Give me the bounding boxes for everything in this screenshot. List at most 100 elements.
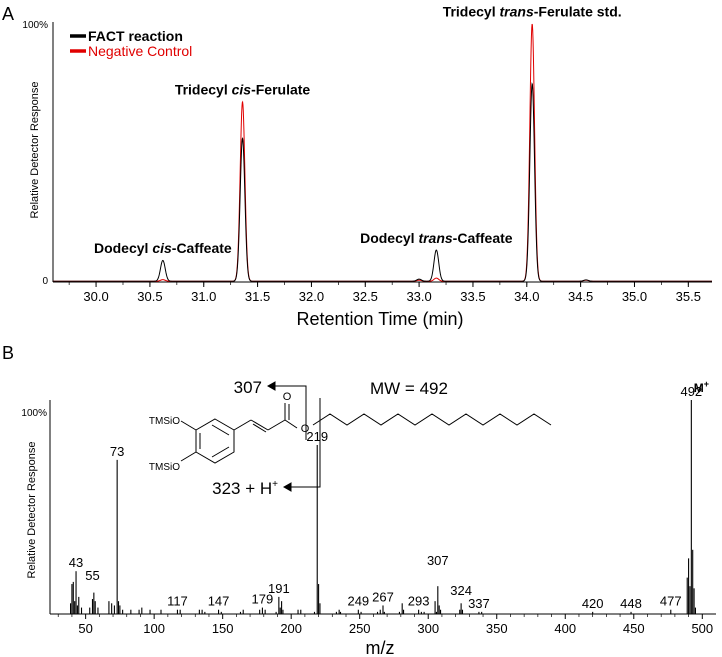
panel-a-x-tick-label: 32.5 [353,289,378,304]
peak-label: 191 [268,581,290,596]
peak-annotation: Tridecyl cis-Ferulate [175,82,311,98]
carbonyl-oxygen-label: O [283,391,292,403]
peak-label: 448 [620,596,642,611]
series-line-fact-reaction [53,82,712,282]
panel-a-x-tick-label: 31.5 [245,289,270,304]
panel-a-x-tick-label: 30.0 [83,289,108,304]
panel-a-x-tick-label: 33.5 [460,289,485,304]
peak-label: 117 [167,594,188,609]
panel-b-x-tick-label: 100 [143,621,165,636]
peak-label: 43 [69,555,83,570]
peak-label: 420 [582,596,604,611]
peak-label: 267 [372,589,394,604]
legend-label-fact-reaction: FACT reaction [88,28,183,44]
panel-a-x-tick-label: 35.5 [676,289,701,304]
panel-b-x-axis-title: m/z [366,638,395,657]
panel-a: A Relative Detector Response 100% 0 30.0… [2,4,712,329]
peak-label: 55 [85,568,99,583]
peak-annotation-isomer: cis [232,82,252,98]
alkyl-chain [312,413,552,426]
panel-a-x-tick-label: 31.0 [191,289,216,304]
panel-a-x-tick-label: 34.0 [514,289,539,304]
panel-b-x-tick-label: 450 [623,621,645,636]
chain-bond-1 [233,419,252,431]
fragment-arrowhead-upper [266,381,276,391]
panel-b-y-axis-title: Relative Detector Response [26,442,38,579]
substituent-bond-2 [180,451,197,462]
ring-inner-bond-1 [211,424,230,436]
peak-label: 337 [468,596,490,611]
peak-label: 293 [408,594,430,609]
legend-label-negative-control: Negative Control [88,43,192,59]
panel-b-x-tick-label: 150 [212,621,234,636]
substituent-label-2: TMSiO [149,462,180,473]
peak-annotation-prefix: Tridecyl [175,82,232,98]
panel-a-y-tick-0: 0 [42,276,48,287]
panel-b-x-tick-label: 350 [486,621,508,636]
legend: FACT reaction Negative Control [70,28,192,59]
peak-label: 219 [306,429,328,444]
panel-b-x-tick-label: 200 [280,621,302,636]
panel-a-y-tick-100: 100% [22,20,48,31]
fragment-label-323: 323 + H+ [212,479,278,498]
molecular-ion-charge: + [704,379,709,389]
fragment-label-323-charge: + [272,479,278,490]
peak-annotation-suffix: -Ferulate [251,82,310,98]
peak-annotation-suffix: -Ferulate std. [534,4,622,20]
peak-label: 179 [252,592,274,607]
substituent-label-1: TMSiO [149,416,180,427]
panel-a-x-tick-label: 35.0 [622,289,647,304]
alkene-bond-inner [252,423,267,433]
panel-a-x-tick-label: 32.0 [299,289,324,304]
peak-annotation: Dodecyl cis-Caffeate [94,240,232,256]
fragment-arrowhead-lower [282,482,292,492]
fragment-arrow-lower [291,463,321,488]
panel-a-x-tick-label: 33.0 [406,289,431,304]
panel-b-x-tick-label: 400 [554,621,576,636]
molecular-ion-text: M [694,381,704,395]
substituent-bond-1 [180,420,197,431]
fragment-arrow-upper [275,385,307,410]
peak-label: 307 [427,553,449,568]
panel-b-label: B [2,343,14,363]
panel-b-x-tick-label: 250 [349,621,371,636]
peak-label: 477 [660,594,682,609]
peak-label: 147 [208,594,230,609]
peak-annotation-isomer: trans [500,4,534,20]
molecular-weight-label: MW = 492 [370,379,448,398]
peak-annotation-suffix: -Caffeate [453,230,513,246]
peak-label: 324 [450,583,472,598]
ester-bond [284,419,298,429]
peak-label: 249 [347,594,369,609]
peak-annotation-prefix: Tridecyl [443,4,500,20]
benzene-ring [195,418,235,464]
peak-annotation-prefix: Dodecyl [360,230,418,246]
chain-bond-2 [267,419,286,431]
peak-label: 492 [680,384,702,399]
alkene-bond [250,419,269,431]
peak-annotation: Dodecyl trans-Caffeate [360,230,513,246]
panel-b-x-tick-label: 50 [78,621,92,636]
fragment-label-323-text: 323 + H [212,479,272,498]
panel-a-x-tick-label: 34.5 [568,289,593,304]
peak-annotation-isomer: cis [152,240,172,256]
panel-a-x-axis-title: Retention Time (min) [296,309,463,329]
panel-a-x-tick-label: 30.5 [137,289,162,304]
panel-a-label: A [2,4,14,24]
peak-label: 73 [110,444,124,459]
chemical-structure [180,381,552,492]
molecular-ion-label: M+ [694,379,709,395]
panel-a-y-axis-title: Relative Detector Response [29,82,41,219]
peak-annotation-prefix: Dodecyl [94,240,152,256]
panel-b: B Relative Detector Response 100% 50 100 1… [2,343,716,657]
panel-b-x-tick-label: 300 [417,621,439,636]
peak-annotation-suffix: -Caffeate [172,240,232,256]
peak-annotation-isomer: trans [418,230,452,246]
peak-annotation: Tridecyl trans-Ferulate std. [443,4,622,20]
ring-inner-bond-2 [211,446,230,458]
ester-oxygen-label: O [301,423,310,435]
fragment-label-307: 307 [234,378,262,397]
panel-b-y-tick-100: 100% [21,408,47,419]
panel-b-x-tick-label: 500 [691,621,713,636]
